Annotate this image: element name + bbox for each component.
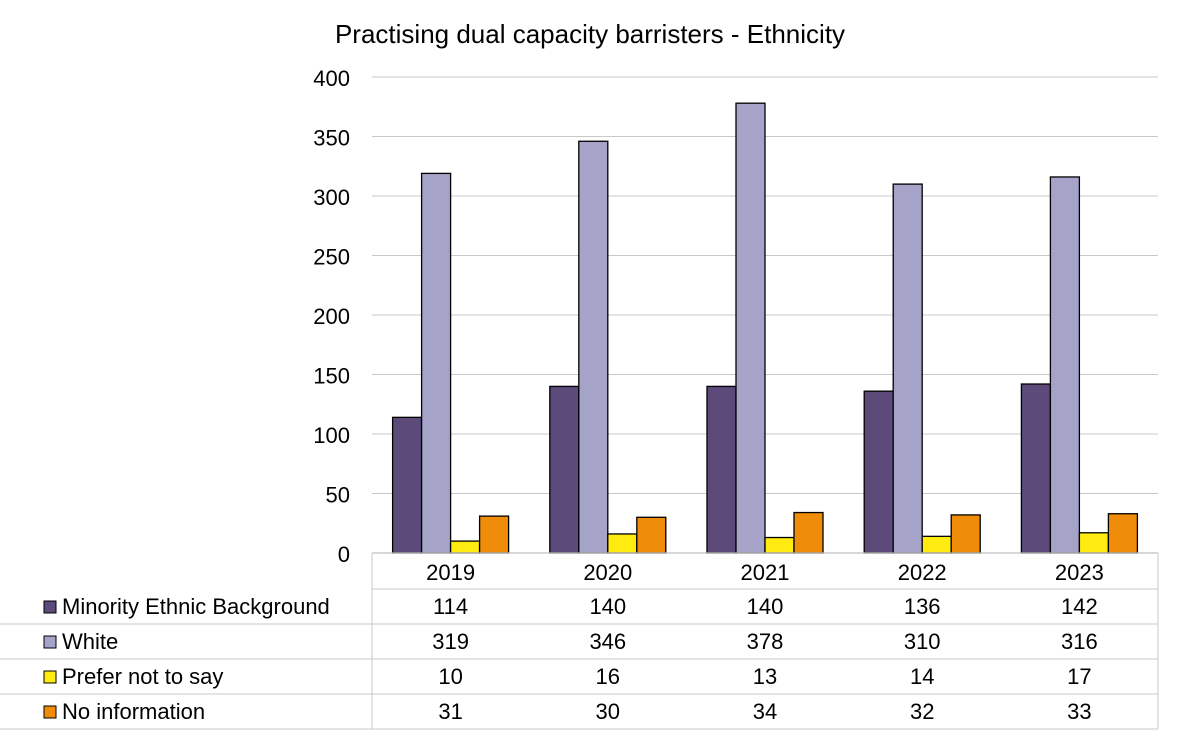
y-tick-label: 250 bbox=[313, 245, 350, 270]
x-tick-label: 2022 bbox=[898, 560, 947, 585]
bar-white-2019 bbox=[420, 172, 452, 554]
y-tick-label: 400 bbox=[313, 66, 350, 91]
table-cell: 10 bbox=[438, 664, 462, 689]
table-cell: 34 bbox=[753, 699, 777, 724]
data-table: Minority Ethnic Background 114 140 140 136 14… bbox=[0, 553, 1159, 730]
legend-label: No information bbox=[62, 699, 205, 724]
bar-prefer-not-to-say-2021 bbox=[764, 536, 795, 554]
table-cell: 114 bbox=[433, 594, 468, 619]
legend-label: Prefer not to say bbox=[62, 664, 223, 689]
bar-prefer-not-to-say-2019 bbox=[449, 540, 481, 554]
legend-swatch bbox=[43, 670, 57, 684]
bar-minority-ethnic-background-2019 bbox=[391, 416, 423, 554]
y-tick-label: 350 bbox=[313, 126, 350, 151]
x-tick-label: 2019 bbox=[426, 560, 475, 585]
bar-white-2022 bbox=[892, 183, 923, 554]
bar-white-2023 bbox=[1049, 176, 1081, 554]
table-cell: 13 bbox=[753, 664, 777, 689]
legend-label: Minority Ethnic Background bbox=[62, 594, 330, 619]
bar-no-information-2020 bbox=[636, 516, 667, 554]
table-cell: 140 bbox=[589, 594, 626, 619]
y-tick-label: 150 bbox=[313, 364, 350, 389]
bar-no-information-2019 bbox=[478, 515, 510, 554]
y-tick-label: 100 bbox=[313, 423, 350, 448]
table-cell: 140 bbox=[747, 594, 784, 619]
table-cell: 17 bbox=[1067, 664, 1091, 689]
table-cell: 142 bbox=[1061, 594, 1098, 619]
bar-minority-ethnic-background-2023 bbox=[1020, 383, 1052, 554]
y-tick-label: 300 bbox=[313, 185, 350, 210]
table-cell: 14 bbox=[910, 664, 934, 689]
bar-prefer-not-to-say-2022 bbox=[921, 535, 952, 554]
x-tick-label: 2020 bbox=[583, 560, 632, 585]
bar-prefer-not-to-say-2023 bbox=[1078, 532, 1110, 554]
bar-minority-ethnic-background-2021 bbox=[706, 385, 737, 554]
table-cell: 310 bbox=[904, 629, 941, 654]
table-cell: 316 bbox=[1061, 629, 1098, 654]
y-tick-label: 200 bbox=[313, 304, 350, 329]
legend-swatch bbox=[43, 705, 57, 719]
bar-white-2020 bbox=[578, 140, 609, 554]
legend-swatch bbox=[43, 600, 57, 614]
table-cell: 30 bbox=[596, 699, 620, 724]
table-cell: 378 bbox=[747, 629, 784, 654]
x-axis: 2019 2020 2021 2022 2023 bbox=[372, 552, 1158, 585]
bar-no-information-2021 bbox=[793, 511, 824, 554]
bar-prefer-not-to-say-2020 bbox=[607, 533, 638, 554]
table-cell: 31 bbox=[438, 699, 462, 724]
bars bbox=[391, 102, 1139, 554]
x-tick-label: 2023 bbox=[1055, 560, 1104, 585]
bar-minority-ethnic-background-2020 bbox=[549, 385, 580, 554]
legend-swatch bbox=[43, 635, 57, 649]
table-cell: 346 bbox=[589, 629, 626, 654]
chart-title: Practising dual capacity barristers - Et… bbox=[335, 19, 845, 49]
table-cell: 136 bbox=[904, 594, 941, 619]
table-cell: 33 bbox=[1067, 699, 1091, 724]
bar-white-2021 bbox=[735, 102, 766, 554]
bar-minority-ethnic-background-2022 bbox=[863, 390, 894, 554]
x-tick-label: 2021 bbox=[741, 560, 790, 585]
bar-no-information-2023 bbox=[1107, 513, 1139, 554]
bar-no-information-2022 bbox=[950, 514, 981, 554]
y-tick-label: 0 bbox=[338, 542, 350, 567]
table-cell: 319 bbox=[432, 629, 469, 654]
table-cell: 16 bbox=[596, 664, 620, 689]
legend-label: White bbox=[62, 629, 118, 654]
y-tick-label: 50 bbox=[326, 483, 350, 508]
y-axis-ticks: 0 50 100 150 200 250 300 350 400 bbox=[313, 66, 350, 567]
table-cell: 32 bbox=[910, 699, 934, 724]
